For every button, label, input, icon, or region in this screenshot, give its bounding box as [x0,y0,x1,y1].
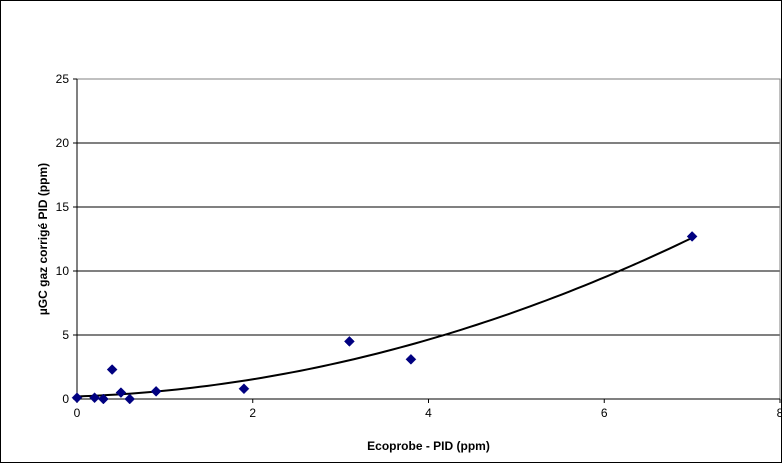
data-point [71,392,83,404]
data-point [106,364,118,375]
y-tick-label: 15 [56,200,70,214]
axes [73,78,781,403]
x-tick-label: 4 [425,406,432,420]
y-tick-label: 0 [62,392,69,406]
x-tick-label: 2 [249,406,256,420]
plot-area [76,78,781,400]
x-tick-label: 6 [601,406,608,420]
y-tick-label: 20 [56,136,70,150]
x-tick-label: 0 [74,406,81,420]
data-point [150,385,162,397]
data-point [238,383,250,395]
data-point [98,393,109,405]
tick-labels: 0 2 4 6 8 0 5 10 15 20 25 [56,72,782,420]
y-tick-label: 10 [56,264,70,278]
data-points [71,231,698,405]
x-axis-title: Ecoprobe - PID (ppm) [367,439,490,453]
y-tick-label: 25 [56,72,70,86]
data-point [115,387,127,398]
y-tick-label: 5 [62,328,69,342]
trendline [76,236,693,398]
gridlines [77,78,780,336]
data-point [89,392,100,404]
data-point [124,393,136,405]
data-point [344,336,355,347]
x-tick-label: 8 [777,406,781,420]
y-axis-title: µGC gaz corrigé PID (ppm) [36,163,50,315]
data-point [686,231,698,242]
data-point [405,353,417,365]
